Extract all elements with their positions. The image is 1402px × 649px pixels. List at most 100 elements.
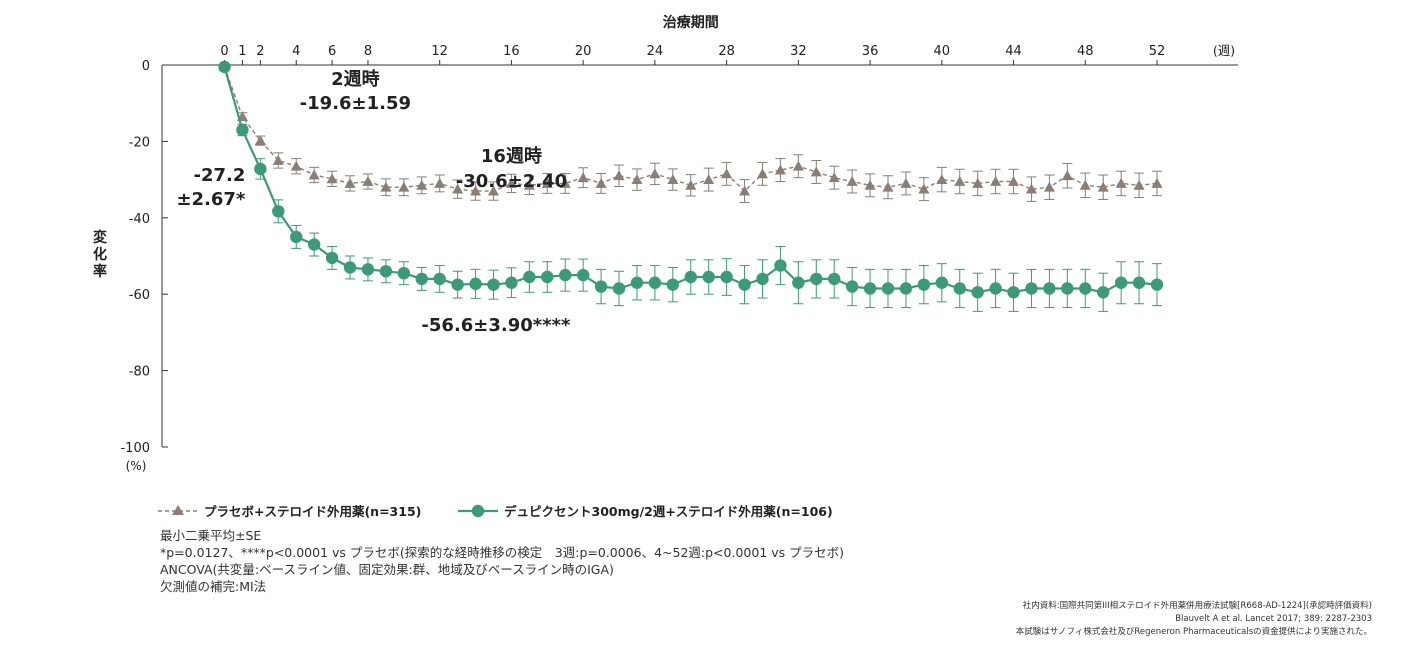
data-point	[917, 278, 931, 291]
series-dupixent	[218, 60, 1164, 312]
x-tick-label: 36	[862, 44, 879, 59]
footnote-line: ANCOVA(共変量:ベースライン値、固定効果:群、地域及びベースライン時のIG…	[160, 562, 614, 577]
annotation-label: 2週時	[331, 69, 380, 90]
data-point	[828, 172, 840, 183]
data-point	[989, 282, 1002, 295]
data-point	[666, 278, 680, 291]
data-point	[272, 205, 285, 218]
data-point	[774, 164, 786, 175]
source-credits: 社内資料:国際共同第III相ステロイド外用薬併用療法試験[R668-AD-122…	[1016, 600, 1372, 639]
series-placebo	[219, 61, 1163, 204]
data-point	[1132, 276, 1146, 289]
x-tick-label: 1	[238, 44, 246, 59]
data-point	[576, 268, 590, 282]
credit-line: Blauvelt A et al. Lancet 2017; 389: 2287…	[1175, 614, 1372, 624]
data-point	[774, 259, 787, 272]
data-point	[541, 177, 553, 188]
y-tick-label: -20	[129, 135, 150, 150]
data-point	[900, 177, 912, 188]
data-point	[864, 179, 876, 190]
annotation-label: ±2.67*	[176, 189, 245, 210]
data-point	[433, 272, 446, 286]
footnote-line: 最小二乗平均±SE	[160, 528, 262, 543]
data-point	[218, 60, 231, 74]
data-point	[1025, 183, 1037, 194]
series-line	[223, 66, 1158, 193]
data-point	[505, 177, 517, 188]
data-point	[667, 174, 679, 184]
data-point	[954, 176, 966, 186]
data-point	[685, 179, 697, 190]
data-point	[398, 181, 410, 192]
footnote-line: 欠測値の補完:MI法	[160, 579, 267, 594]
x-tick-label: 6	[328, 44, 336, 59]
data-point	[1151, 177, 1163, 188]
y-axis-title-char: 変	[93, 229, 107, 246]
data-point	[846, 176, 858, 186]
x-tick-label: 24	[647, 44, 664, 59]
data-point	[1150, 278, 1164, 291]
data-point	[594, 280, 608, 293]
data-point	[416, 179, 428, 190]
data-point	[325, 251, 339, 265]
data-point	[361, 263, 375, 276]
data-point	[577, 172, 589, 183]
x-tick-label: 52	[1149, 44, 1166, 59]
data-point	[810, 166, 822, 177]
data-point	[397, 266, 411, 280]
x-tick-label: 20	[575, 44, 592, 59]
data-point	[936, 174, 948, 184]
data-point	[899, 282, 913, 295]
y-axis-title-char: 率	[93, 263, 107, 280]
data-point	[1133, 179, 1145, 190]
data-point	[756, 272, 769, 286]
data-point	[1061, 170, 1073, 181]
legend-marker-placebo	[172, 505, 184, 515]
data-point	[343, 261, 357, 274]
data-point	[1097, 181, 1109, 192]
data-point	[307, 238, 321, 251]
data-point	[721, 168, 733, 179]
data-point	[415, 272, 428, 286]
data-point	[308, 169, 320, 180]
x-tick-label: 0	[220, 44, 228, 59]
data-point	[684, 270, 697, 284]
x-unit-label: (週)	[1213, 43, 1235, 58]
data-point	[505, 276, 518, 289]
data-point	[810, 272, 823, 286]
annotation-label: 16週時	[481, 146, 542, 167]
data-point	[559, 268, 572, 282]
data-point	[541, 270, 554, 284]
data-point	[703, 174, 715, 184]
data-point	[1097, 286, 1110, 299]
annotation-label: -56.6±3.90****	[421, 315, 571, 336]
annotation-label: -19.6±1.59	[300, 93, 411, 114]
data-point	[972, 177, 984, 188]
annotation-label: -27.2	[193, 165, 245, 186]
data-point	[523, 270, 536, 284]
credit-line: 本試験はサノフィ株式会社及びRegeneron Pharmaceuticalsの…	[1015, 627, 1372, 637]
data-point	[1007, 286, 1020, 299]
annotation-label: -30.6±2.40	[456, 171, 567, 192]
data-point	[971, 286, 984, 299]
data-point	[1043, 181, 1055, 192]
x-tick-label: 12	[431, 44, 448, 59]
x-tick-label: 4	[292, 44, 300, 59]
data-point	[756, 168, 768, 179]
data-point	[702, 270, 715, 284]
data-point	[362, 176, 374, 186]
data-point	[451, 278, 464, 291]
data-point	[452, 183, 464, 194]
data-point	[918, 183, 930, 194]
x-tick-label: 8	[364, 44, 372, 59]
data-point	[990, 176, 1002, 186]
y-axis-title-char: 化	[93, 246, 107, 263]
data-point	[1115, 177, 1127, 188]
data-point	[469, 277, 482, 291]
data-point	[380, 181, 392, 192]
x-tick-label: 2	[256, 44, 264, 59]
footnote-line: *p=0.0127、****p<0.0001 vs プラセボ(探索的な経時推移の…	[160, 545, 845, 560]
data-point	[613, 170, 625, 181]
x-tick-label: 44	[1005, 44, 1022, 59]
